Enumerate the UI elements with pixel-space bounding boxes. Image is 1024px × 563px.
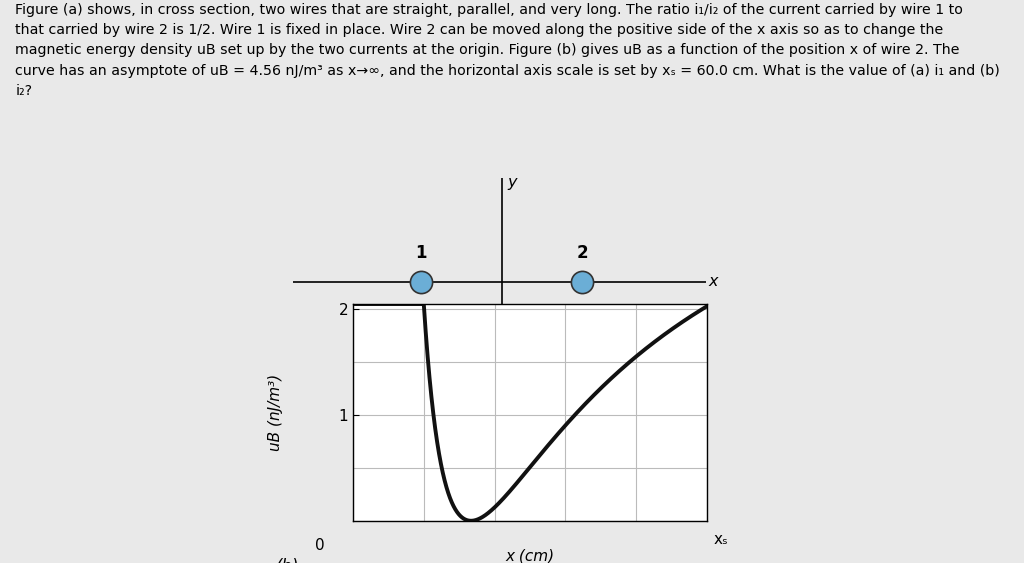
Text: (b): (b) (275, 557, 299, 563)
Text: 1: 1 (416, 244, 427, 262)
Text: (a): (a) (368, 337, 390, 355)
Text: Figure (a) shows, in cross section, two wires that are straight, parallel, and v: Figure (a) shows, in cross section, two … (15, 3, 1000, 97)
Text: 0: 0 (315, 538, 325, 553)
Text: uB (nJ/m³): uB (nJ/m³) (268, 374, 283, 451)
Text: xₛ: xₛ (714, 531, 728, 547)
Text: 2: 2 (577, 244, 588, 262)
Text: x: x (709, 274, 718, 289)
Text: y: y (507, 175, 517, 190)
Text: x (cm): x (cm) (506, 549, 554, 563)
